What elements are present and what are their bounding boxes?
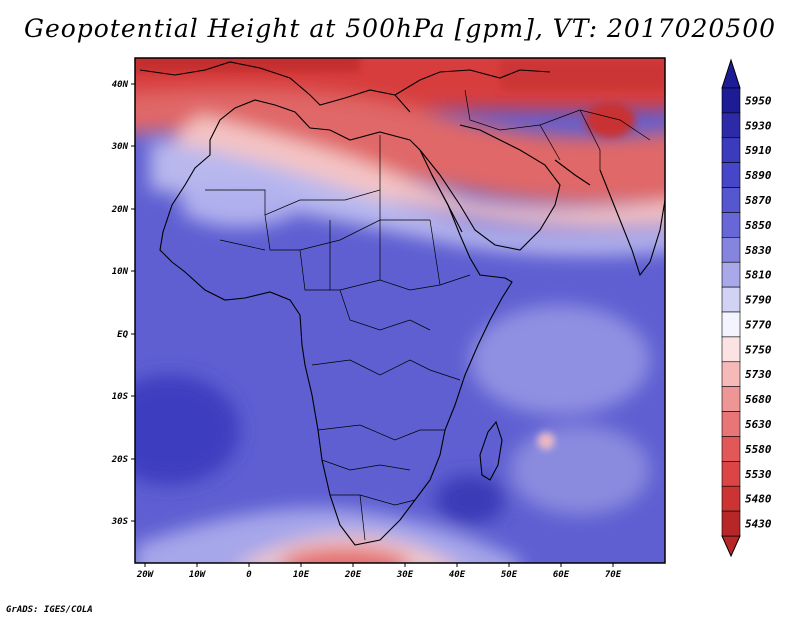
grads-credit: GrADS: IGES/COLA — [6, 605, 93, 615]
colorbar-swatch — [721, 361, 741, 387]
colorbar-level-label: 5630 — [745, 418, 772, 431]
lon-tick-label: 40E — [449, 570, 466, 580]
lat-tick-label: EQ — [117, 330, 128, 340]
colorbar-level-label: 5930 — [745, 119, 772, 132]
lat-tick-label: 20N — [111, 205, 129, 215]
colorbar-swatch — [721, 212, 741, 238]
colorbar-level-label: 5580 — [745, 443, 772, 456]
lon-tick-label: 10W — [189, 570, 207, 580]
colorbar-level-label: 5870 — [745, 194, 772, 207]
lat-tick-label: 30S — [111, 517, 129, 527]
colorbar-top-arrow — [721, 58, 741, 89]
lat-tick-label: 30N — [111, 142, 129, 152]
coastlines — [139, 61, 665, 546]
lat-tick-label: 40N — [112, 80, 129, 90]
colorbar-swatch — [721, 286, 741, 313]
colorbar-level-label: 5890 — [745, 169, 772, 182]
colorbar: 5950 5930 5910 5890 5870 5850 5830 5810 5790 5770… — [721, 58, 772, 558]
lon-tick-label: 70E — [605, 570, 622, 580]
colorbar-level-label: 5480 — [745, 493, 772, 506]
lat-tick-label: 10S — [112, 392, 129, 402]
lon-tick-label: 10E — [293, 570, 310, 580]
colorbar-level-label: 5770 — [745, 318, 772, 331]
colorbar-swatch — [721, 461, 741, 487]
colorbar-swatch — [721, 411, 741, 437]
colorbar-level-label: 5830 — [745, 244, 772, 257]
colorbar-level-label: 5910 — [745, 144, 772, 157]
map-frame — [134, 57, 666, 564]
colorbar-swatch — [721, 510, 741, 537]
colorbar-swatch — [721, 311, 741, 338]
map-title: Geopotential Height at 500hPa [gpm], VT:… — [23, 14, 777, 43]
lon-tick-label: 20E — [344, 570, 362, 580]
colorbar-swatch — [721, 237, 741, 263]
lat-tick-label: 20S — [111, 455, 129, 465]
colorbar-swatch — [721, 485, 741, 512]
lon-tick-label: 60E — [553, 570, 570, 580]
lon-tick-label: 20W — [136, 570, 155, 580]
colorbar-level-label: 5950 — [745, 94, 772, 107]
colorbar-level-label: 5850 — [745, 219, 772, 232]
lon-tick-label: 30E — [396, 570, 414, 580]
colorbar-swatch — [721, 112, 741, 139]
lon-tick-label: 50E — [501, 570, 518, 580]
colorbar-swatch — [721, 386, 741, 412]
colorbar-swatch — [721, 336, 741, 363]
colorbar-swatch — [721, 187, 741, 213]
colorbar-level-label: 5680 — [745, 393, 772, 406]
lon-tick-label: 0 — [246, 570, 252, 580]
colorbar-level-label: 5530 — [745, 468, 772, 481]
borders — [205, 89, 651, 541]
colorbar-swatch — [721, 436, 741, 462]
colorbar-level-label: 5430 — [745, 518, 772, 531]
colorbar-level-label: 5810 — [745, 269, 772, 282]
colorbar-swatch — [721, 87, 741, 114]
colorbar-bottom-arrow — [721, 535, 741, 558]
lat-tick-label: 10N — [112, 267, 129, 277]
colorbar-level-label: 5730 — [745, 368, 772, 381]
colorbar-level-label: 5790 — [745, 294, 772, 307]
colorbar-swatch — [721, 137, 741, 163]
colorbar-level-label: 5750 — [745, 343, 772, 356]
colorbar-swatch — [721, 162, 741, 188]
colorbar-swatch — [721, 261, 741, 288]
height-field — [135, 58, 665, 563]
